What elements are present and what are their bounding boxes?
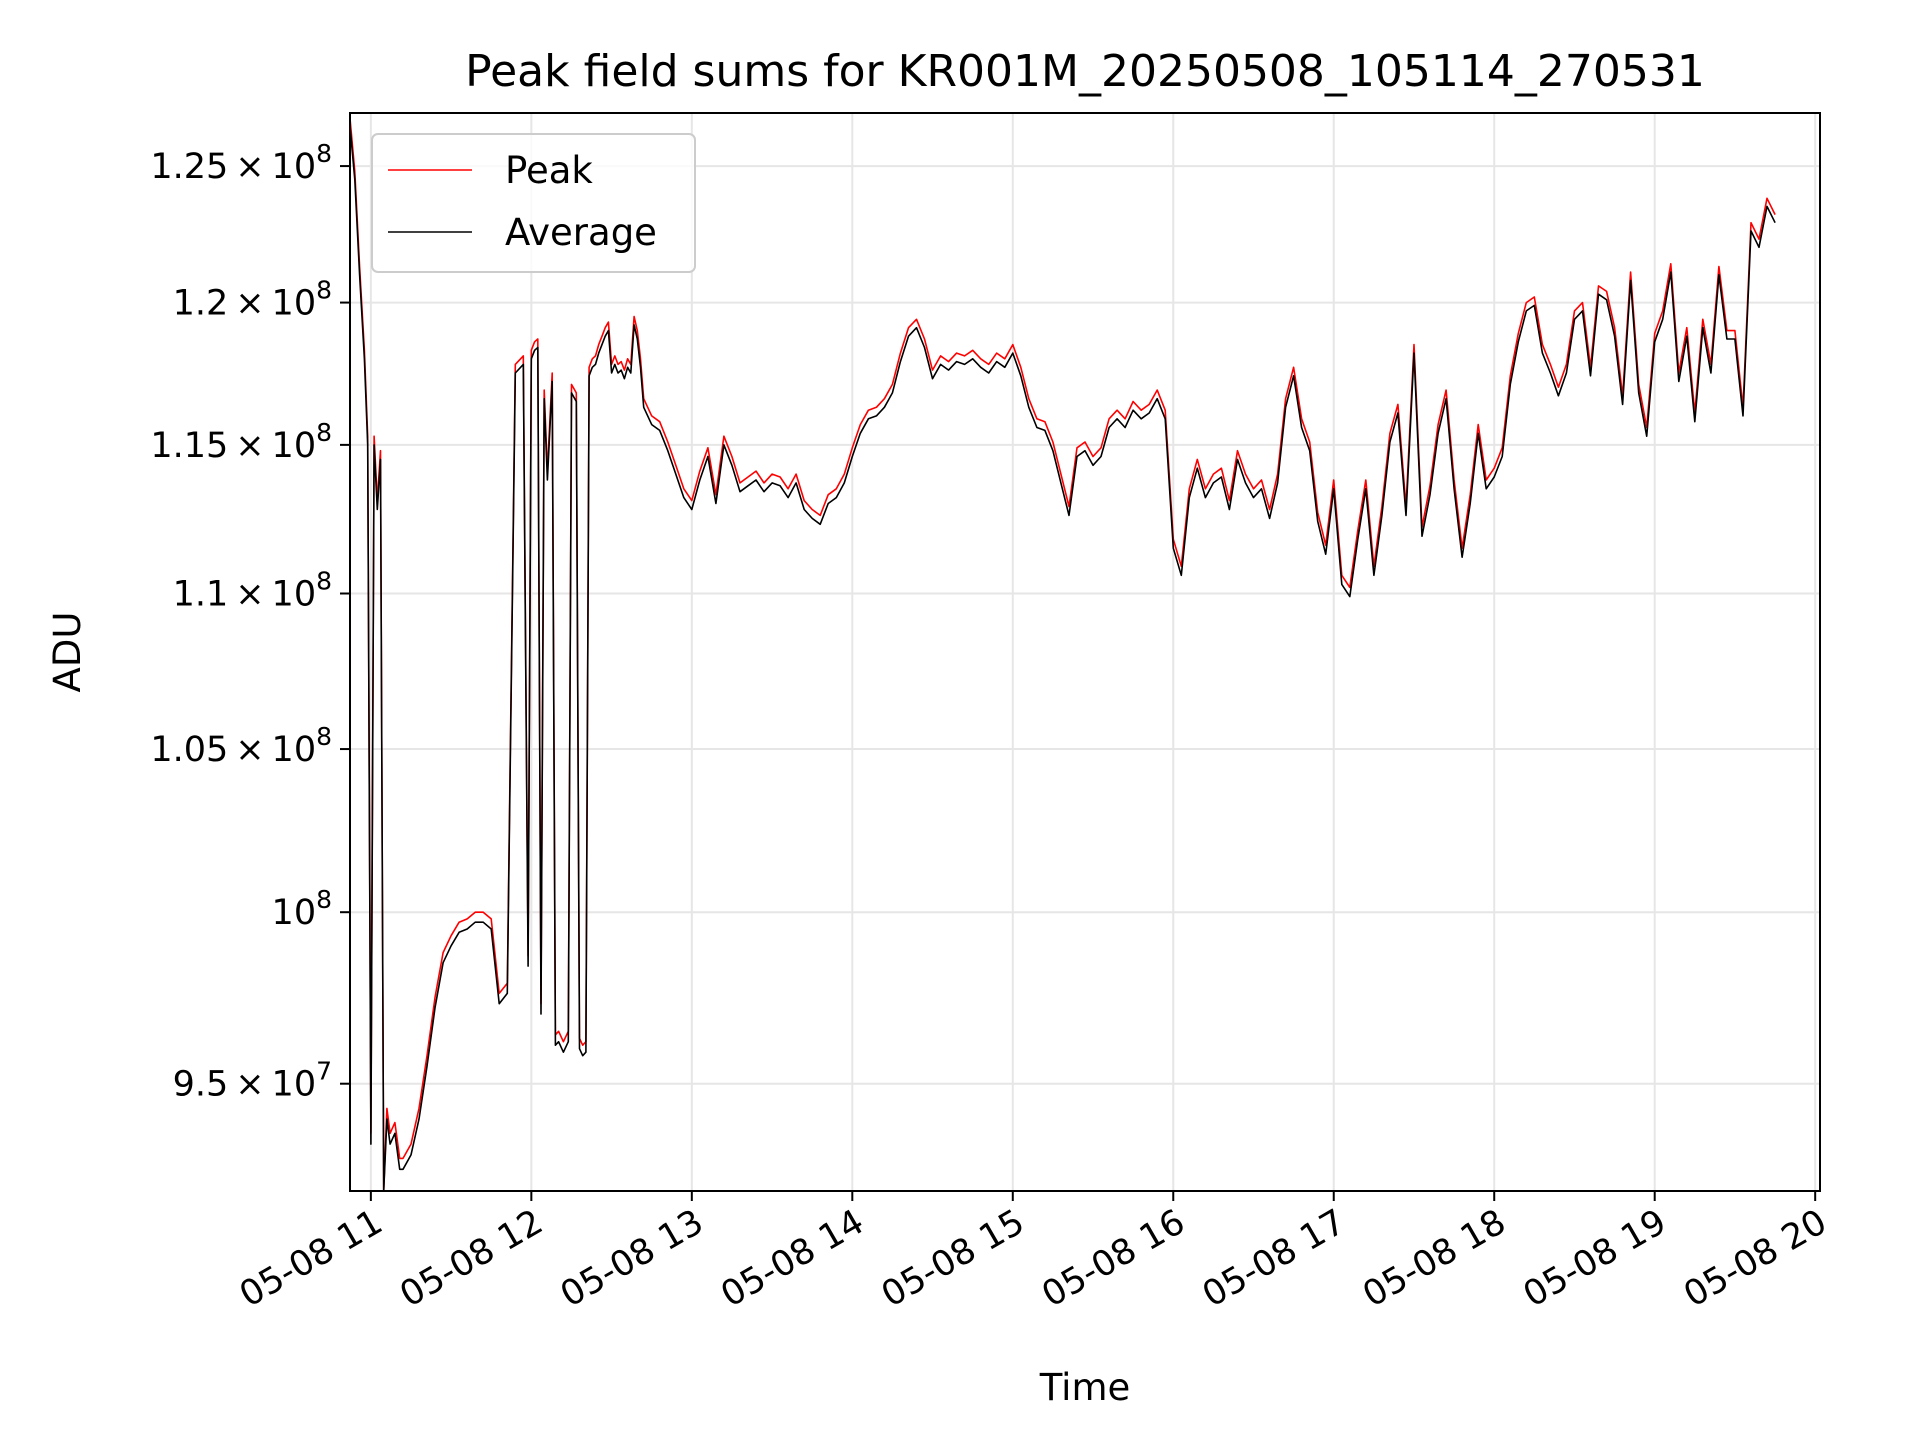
grid bbox=[350, 113, 1820, 1191]
y-tick-label: 9.5 × 107 bbox=[173, 1057, 332, 1105]
y-tick-label: 1.1 × 108 bbox=[173, 567, 332, 615]
plot-lines bbox=[350, 118, 1776, 1191]
y-tick-label: 1.2 × 108 bbox=[173, 276, 332, 324]
x-axis-title: Time bbox=[1039, 1366, 1131, 1409]
legend-label-peak: Peak bbox=[505, 149, 593, 192]
y-tick-label: 1.15 × 108 bbox=[150, 418, 332, 466]
y-tick-label: 1.25 × 108 bbox=[150, 139, 332, 187]
y-axis-title: ADU bbox=[46, 612, 89, 693]
chart-title: Peak field sums for KR001M_20250508_1051… bbox=[465, 46, 1705, 97]
series-line-average bbox=[350, 126, 1776, 1191]
plot-frame bbox=[349, 112, 1821, 1192]
y-axis: 9.5 × 107 108 1.05 × 108 1.1 × 108 1.15 × 10… bbox=[150, 139, 350, 1105]
y-tick-label: 1.05 × 108 bbox=[150, 722, 332, 770]
legend-box bbox=[371, 133, 696, 273]
legend: Peak Average bbox=[371, 133, 696, 273]
legend-label-average: Average bbox=[505, 211, 657, 254]
y-tick-label: 108 bbox=[272, 885, 332, 933]
